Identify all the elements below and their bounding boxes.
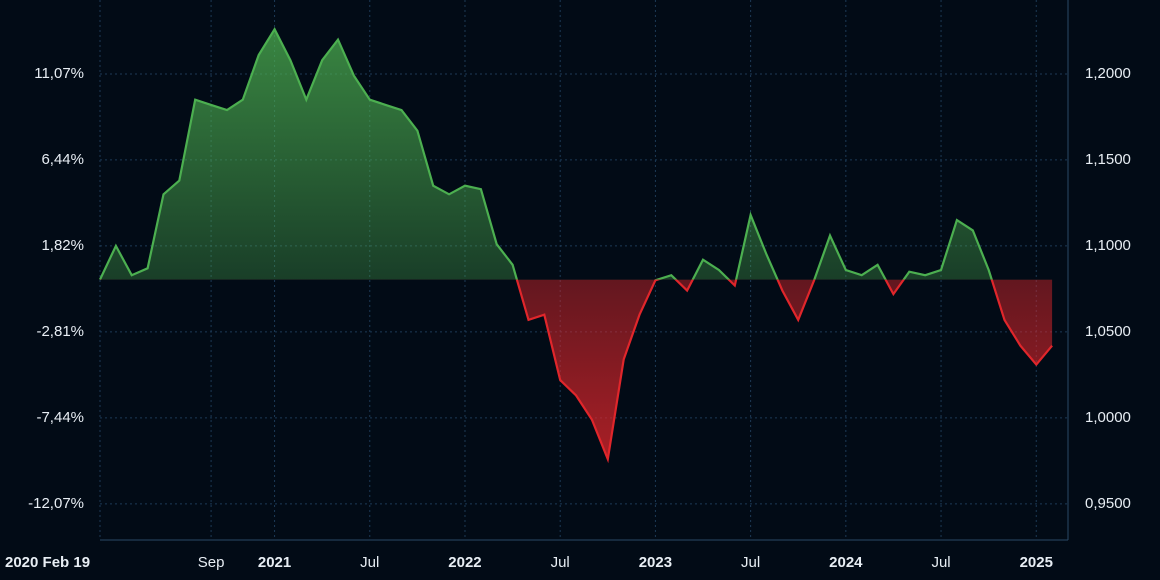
- area-up: [100, 29, 992, 280]
- y-tick-label: 1,1500: [1085, 151, 1131, 168]
- x-tick-label: 2020 Feb 19: [5, 554, 90, 571]
- line-down: [100, 279, 1053, 464]
- down-region: [100, 279, 1053, 464]
- x-tick-label: Jul: [551, 554, 570, 571]
- y-tick-label: 1,1000: [1085, 237, 1131, 254]
- x-tick-label: Jul: [741, 554, 760, 571]
- x-tick-label: 2024: [829, 554, 863, 571]
- x-tick-label: 2023: [639, 554, 672, 571]
- y2-tick-label: 1,82%: [41, 237, 84, 254]
- x-tick-label: Jul: [931, 554, 950, 571]
- y2-tick-label: 6,44%: [41, 151, 84, 168]
- y-tick-label: 0,9500: [1085, 495, 1131, 512]
- y2-tick-label: 11,07%: [34, 65, 84, 82]
- line-up: [99, 26, 993, 280]
- y-tick-label: 1,0000: [1085, 409, 1131, 426]
- x-tick-label: 2021: [258, 554, 291, 571]
- x-tick-label: 2022: [448, 554, 481, 571]
- y-tick-label: 1,2000: [1085, 65, 1131, 82]
- y-tick-label: 1,0500: [1085, 323, 1131, 340]
- x-tick-label: Jul: [360, 554, 379, 571]
- y2-tick-label: -2,81%: [36, 323, 84, 340]
- y2-tick-label: -12,07%: [28, 495, 84, 512]
- y2-tick-label: -7,44%: [36, 409, 84, 426]
- up-region: [99, 26, 993, 280]
- x-tick-label: Sep: [198, 554, 225, 571]
- area-down: [100, 279, 1053, 460]
- x-tick-label: 2025: [1020, 554, 1053, 571]
